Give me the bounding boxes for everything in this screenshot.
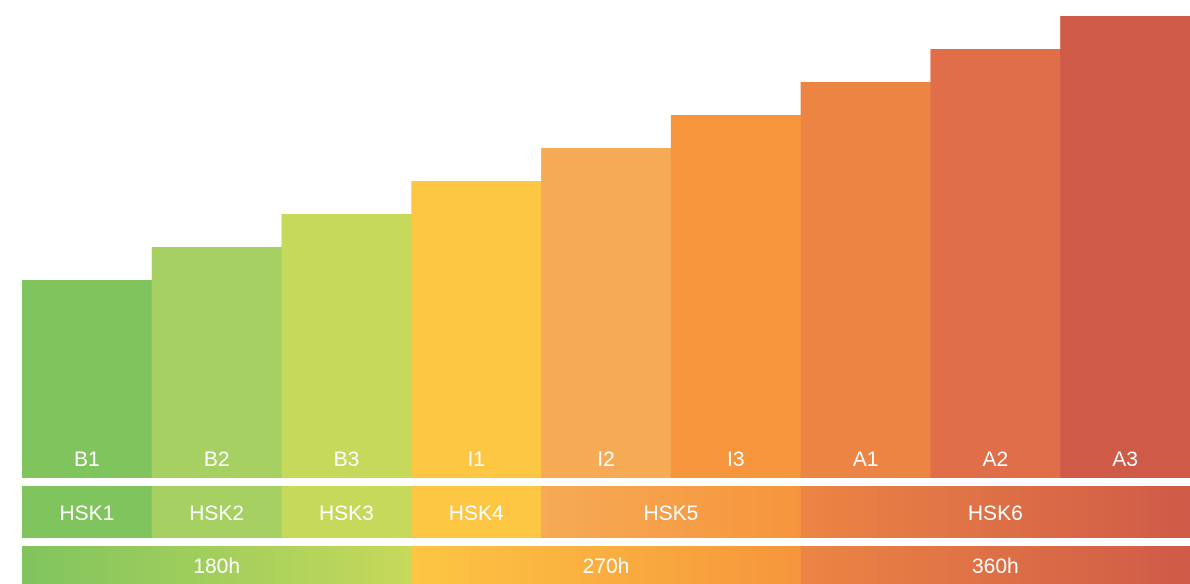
bar-a1 xyxy=(800,82,932,478)
hsk-band-hsk6 xyxy=(800,486,1190,538)
hours-band-180h xyxy=(22,546,412,584)
hours-label-360h: 360h xyxy=(972,555,1019,578)
hours-label-270h: 270h xyxy=(583,555,630,578)
hsk-band-hsk2 xyxy=(151,486,283,538)
bars-layer: B1 B2 B3 I1 I2 I3 A1 A2 A3 xyxy=(22,16,1190,478)
bar-label-i3: I3 xyxy=(727,448,745,471)
hsk-label-hsk2: HSK2 xyxy=(189,502,244,525)
bar-a2 xyxy=(930,49,1061,478)
hsk-label-hsk5: HSK5 xyxy=(643,502,698,525)
hsk-band-hsk3 xyxy=(281,486,412,538)
bar-label-b3: B3 xyxy=(334,448,360,471)
bar-i3 xyxy=(670,115,802,478)
bar-label-b2: B2 xyxy=(204,448,230,471)
bar-a3 xyxy=(1060,16,1190,478)
hsk-label-hsk1: HSK1 xyxy=(59,502,114,525)
bar-b1 xyxy=(22,280,153,478)
hsk-band-hsk1 xyxy=(22,486,153,538)
hsk-band-hsk4 xyxy=(411,486,542,538)
hsk-band-row: HSK1 HSK2 HSK3 HSK4 HSK5 HSK6 xyxy=(22,486,1190,538)
bar-label-i2: I2 xyxy=(597,448,615,471)
bar-i1 xyxy=(411,181,542,478)
hours-band-row: 180h 270h 360h xyxy=(22,546,1190,584)
hours-band-360h xyxy=(800,546,1190,584)
bar-label-a1: A1 xyxy=(853,448,879,471)
hours-band-270h xyxy=(411,546,802,584)
hsk-band-hsk5 xyxy=(541,486,802,538)
hsk-label-hsk3: HSK3 xyxy=(319,502,374,525)
bar-b2 xyxy=(151,247,283,478)
bar-i2 xyxy=(541,148,672,478)
bar-b3 xyxy=(281,214,412,478)
hsk-label-hsk6: HSK6 xyxy=(968,502,1023,525)
bar-label-a2: A2 xyxy=(982,448,1008,471)
hours-label-180h: 180h xyxy=(193,555,240,578)
bar-label-a3: A3 xyxy=(1112,448,1138,471)
bar-label-i1: I1 xyxy=(467,448,485,471)
hsk-label-hsk4: HSK4 xyxy=(449,502,504,525)
bar-label-b1: B1 xyxy=(74,448,100,471)
